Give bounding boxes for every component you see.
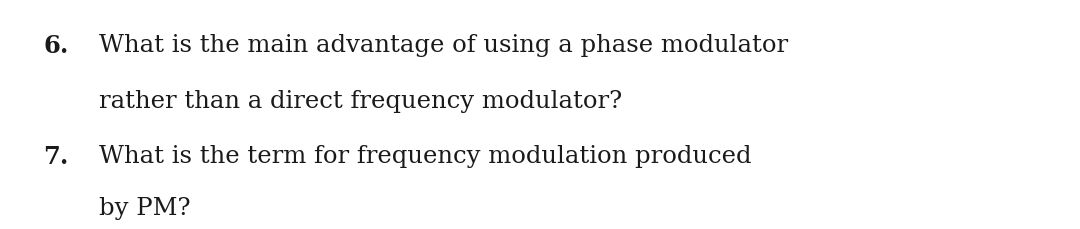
Text: rather than a direct frequency modulator?: rather than a direct frequency modulator… bbox=[99, 90, 622, 113]
Text: by PM?: by PM? bbox=[99, 197, 191, 220]
Text: 6.: 6. bbox=[43, 34, 68, 58]
Text: 7.: 7. bbox=[43, 145, 68, 169]
Text: What is the main advantage of using a phase modulator: What is the main advantage of using a ph… bbox=[99, 34, 788, 57]
Text: What is the term for frequency modulation produced: What is the term for frequency modulatio… bbox=[99, 145, 752, 168]
